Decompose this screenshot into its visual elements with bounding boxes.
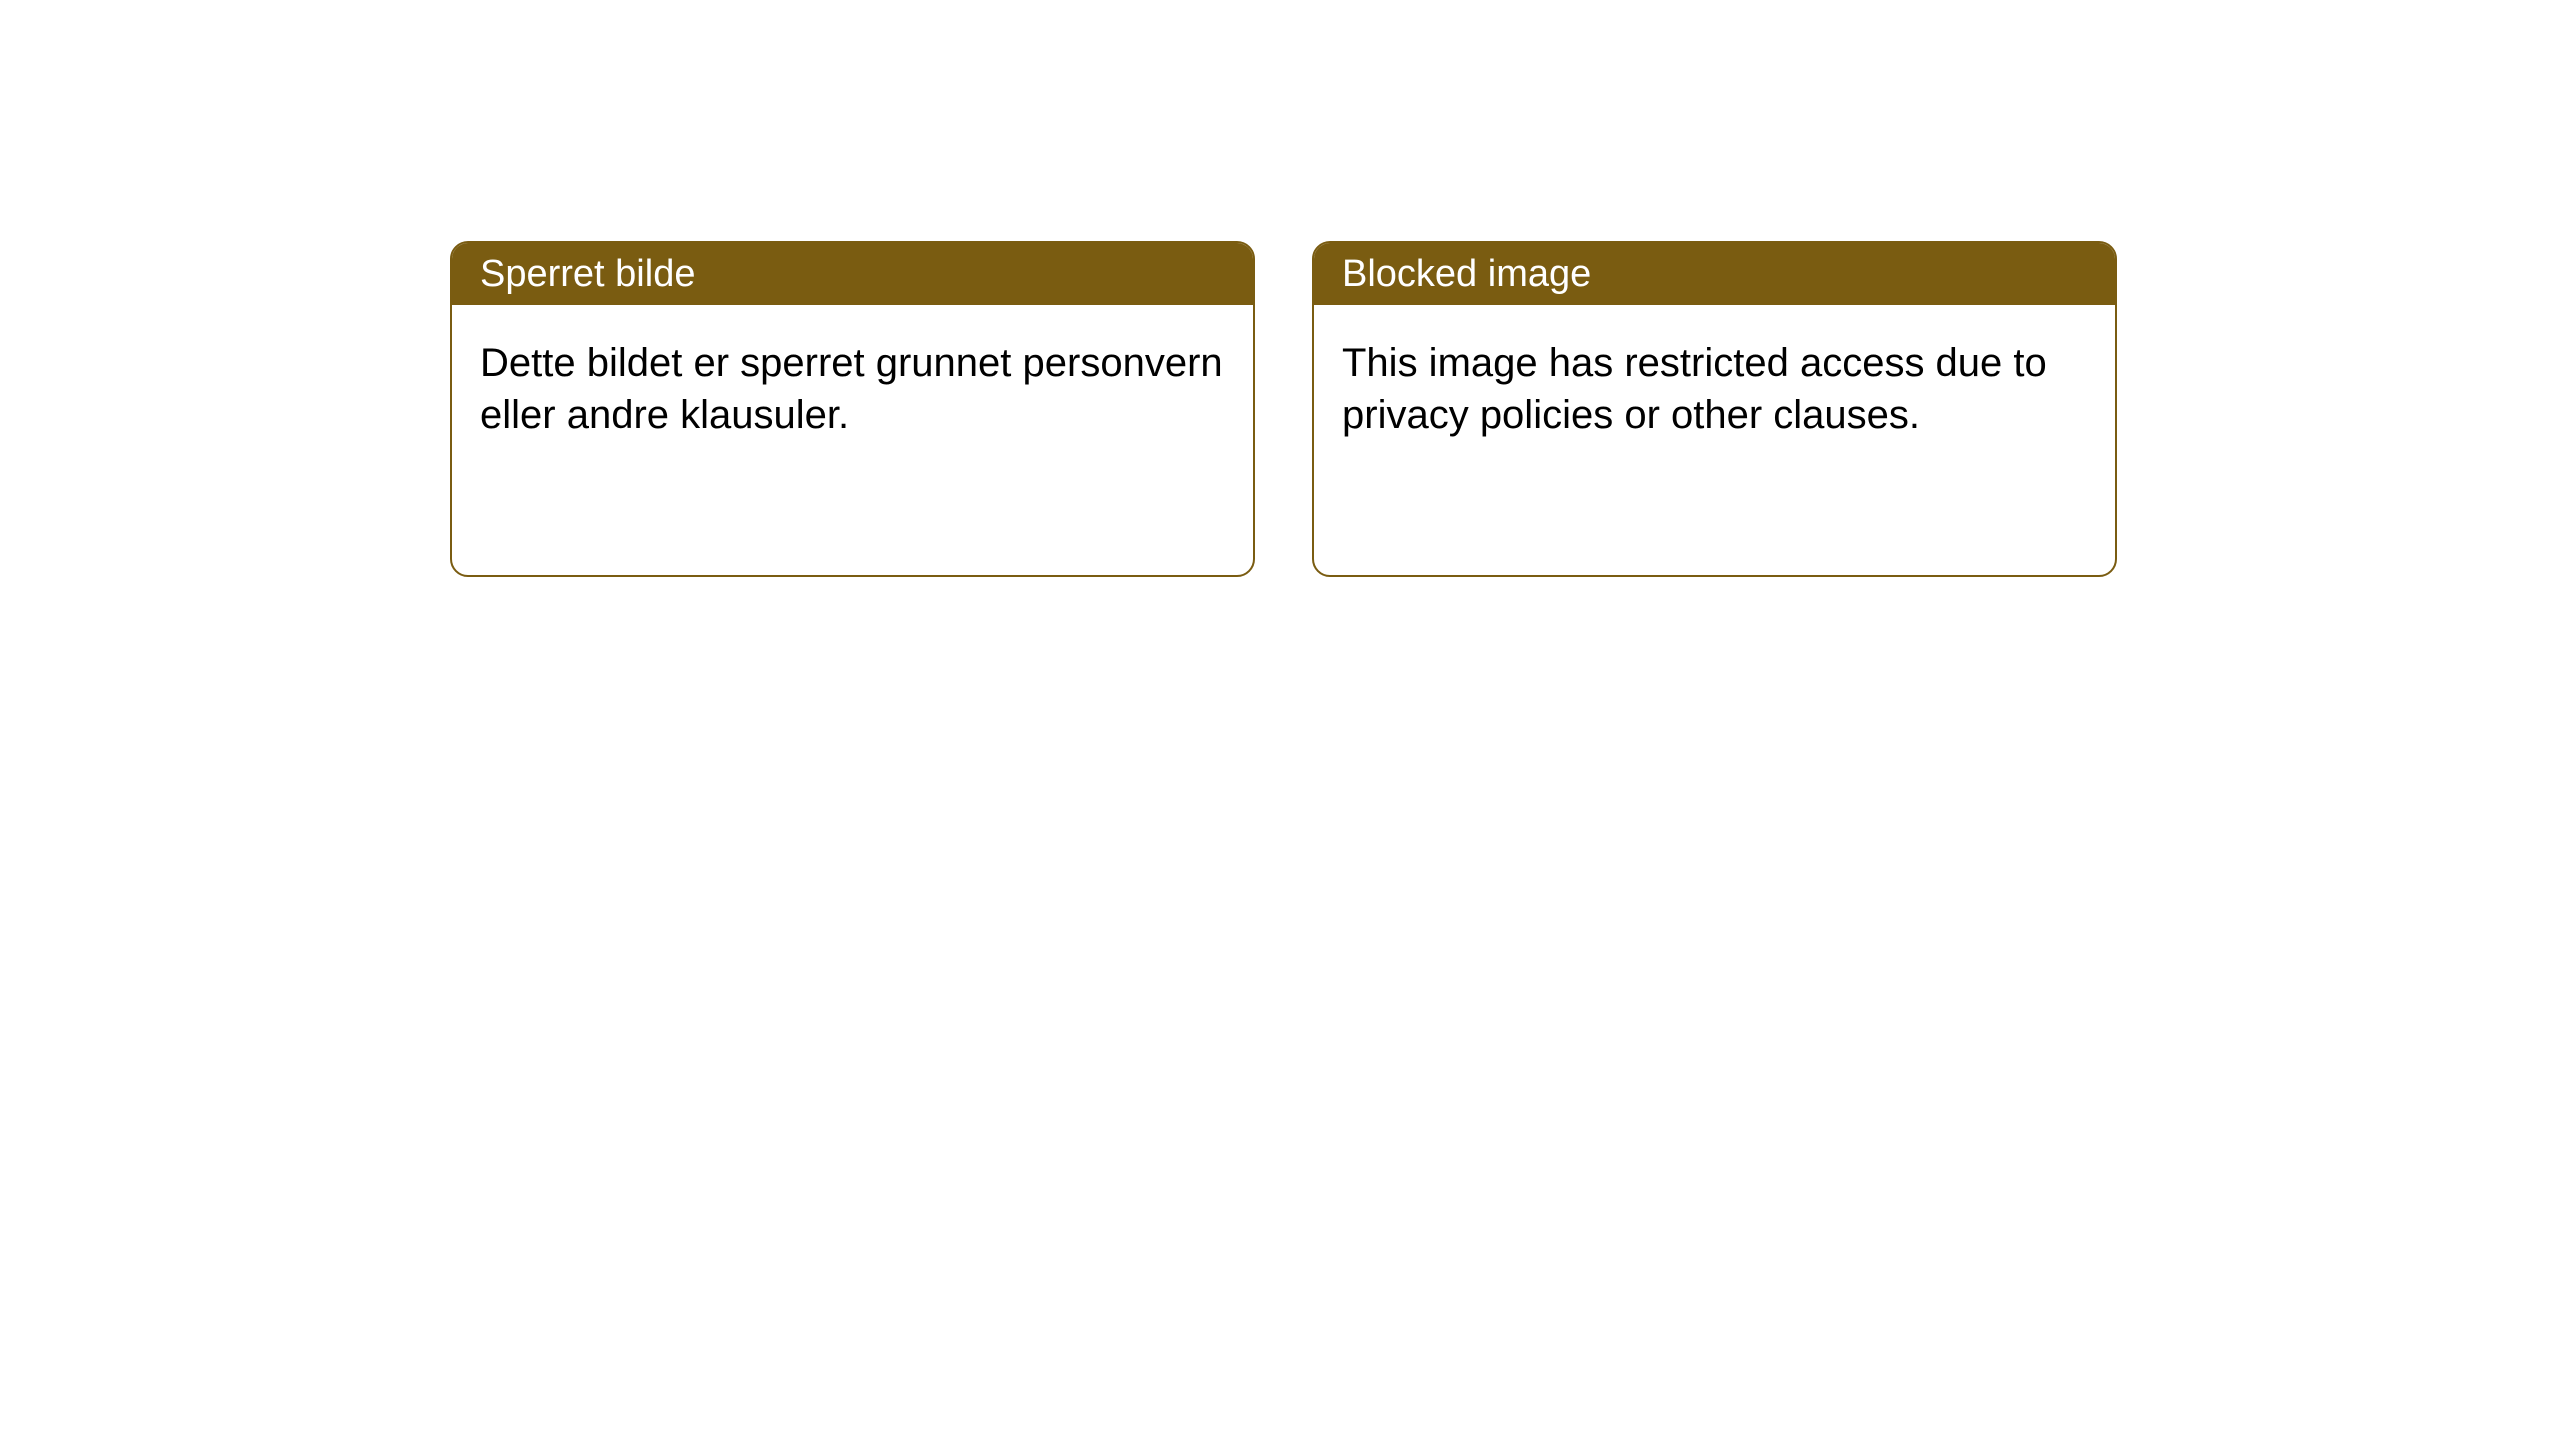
card-body: This image has restricted access due to … (1314, 305, 2115, 473)
card-title: Sperret bilde (480, 253, 695, 296)
card-container: Sperret bilde Dette bildet er sperret gr… (450, 241, 2117, 577)
blocked-image-card-en: Blocked image This image has restricted … (1312, 241, 2117, 577)
card-body-text: Dette bildet er sperret grunnet personve… (480, 341, 1223, 437)
blocked-image-card-no: Sperret bilde Dette bildet er sperret gr… (450, 241, 1255, 577)
card-header: Blocked image (1314, 243, 2115, 305)
card-body-text: This image has restricted access due to … (1342, 341, 2047, 437)
card-body: Dette bildet er sperret grunnet personve… (452, 305, 1253, 473)
card-header: Sperret bilde (452, 243, 1253, 305)
card-title: Blocked image (1342, 253, 1591, 296)
